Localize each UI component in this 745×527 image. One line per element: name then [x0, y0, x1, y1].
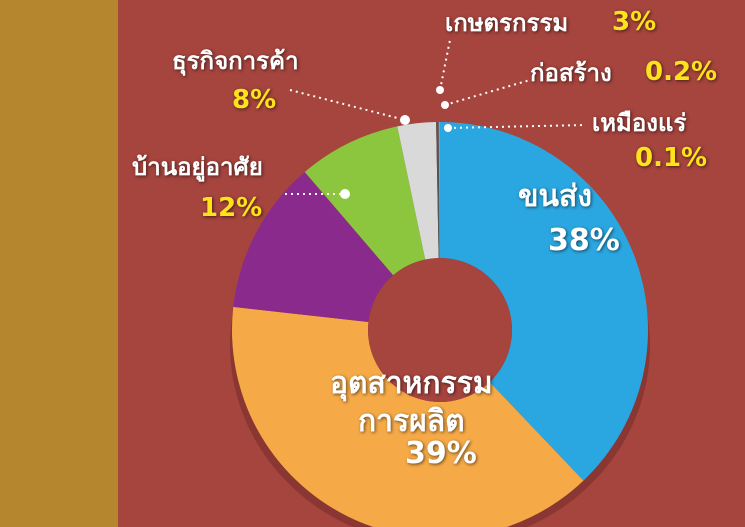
label: บ้านอยู่อาศัย [132, 153, 263, 181]
value-label: 12% [200, 193, 263, 223]
label: ก่อสร้าง [530, 59, 612, 87]
label: เหมืองแร่ [592, 109, 687, 137]
leader [444, 79, 531, 106]
value-label: 3% [612, 7, 657, 37]
dot [400, 115, 410, 125]
label: เกษตรกรรม [445, 9, 569, 37]
dot [441, 101, 449, 109]
background-strip [0, 0, 118, 527]
slice [232, 306, 584, 527]
leader [439, 39, 451, 91]
slice [304, 126, 426, 276]
leaders [285, 39, 586, 195]
dot [444, 124, 452, 132]
value-label: 8% [232, 85, 277, 115]
slice [436, 122, 440, 259]
leader-dots [340, 86, 452, 199]
slice [233, 171, 394, 323]
label: อุตสาหกรรม การผลิต [330, 366, 493, 439]
label: ธุรกิจการค้า [172, 47, 299, 75]
slice [397, 122, 439, 260]
label: ขนส่ง [518, 179, 592, 214]
slice [438, 122, 440, 259]
value-label: 38% [548, 223, 620, 258]
leader [289, 89, 406, 121]
dot [436, 86, 444, 94]
dot [340, 189, 350, 199]
leader [447, 124, 586, 129]
hole [368, 258, 512, 402]
slices [232, 122, 648, 527]
slice [440, 122, 648, 481]
value-label: 39% [405, 436, 477, 471]
value-label: 0.1% [635, 143, 708, 173]
value-label: 0.2% [645, 57, 718, 87]
